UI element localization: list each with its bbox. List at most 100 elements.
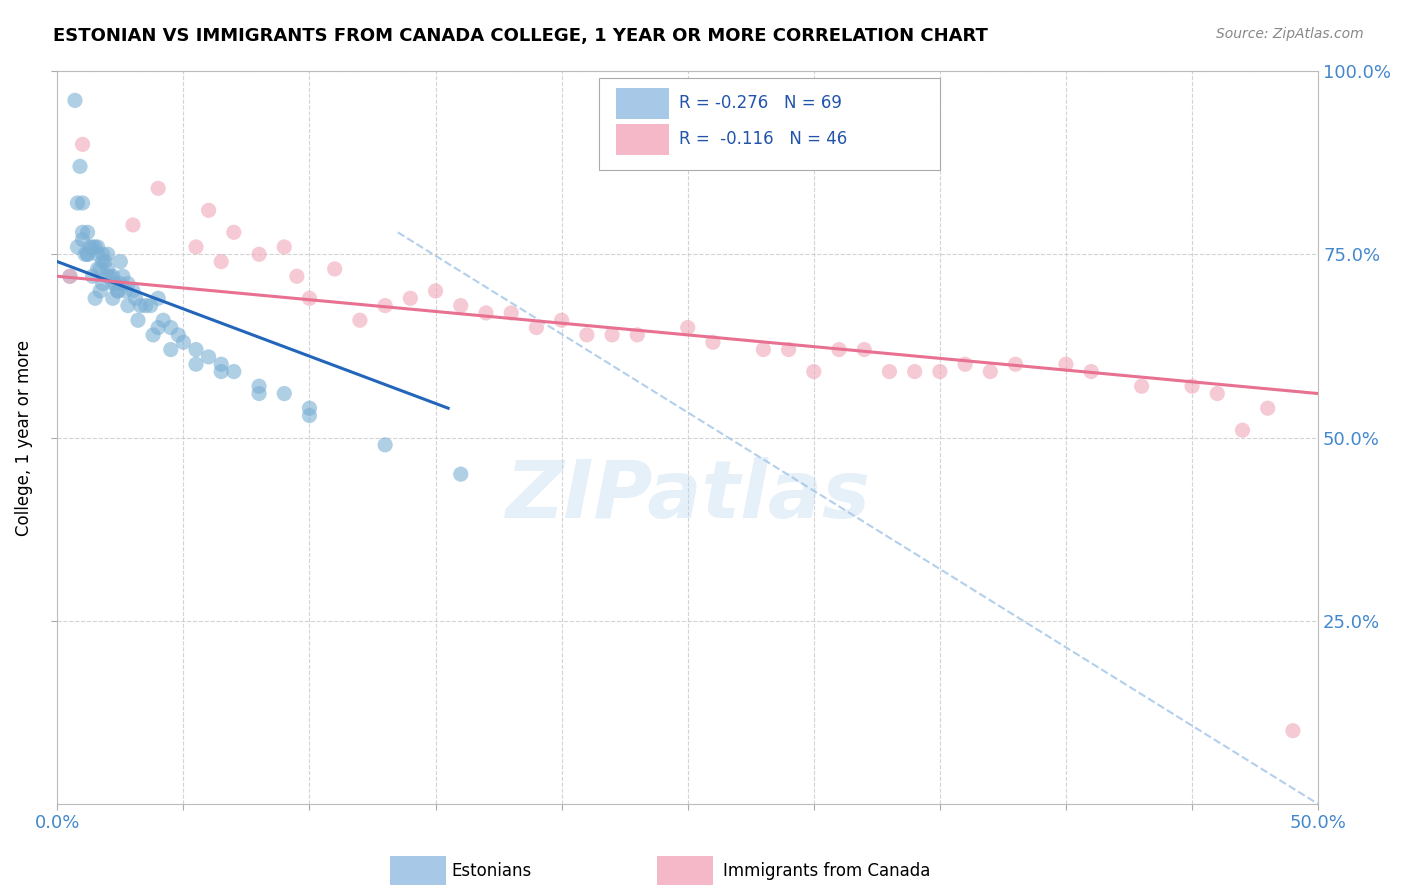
Point (298, 291, 321, 305)
Point (425, 284, 447, 298)
Point (1232, 423, 1254, 437)
Point (135, 299, 157, 313)
Point (110, 277, 132, 291)
Point (1054, 357, 1077, 371)
Point (124, 291, 146, 305)
Point (450, 299, 472, 313)
Point (626, 327, 648, 342)
Point (209, 254, 232, 268)
Point (676, 320, 699, 334)
Point (146, 291, 169, 305)
Point (501, 306, 523, 320)
Point (803, 365, 825, 379)
Point (1080, 365, 1102, 379)
Point (197, 350, 219, 364)
Point (184, 240, 207, 254)
Point (142, 327, 165, 342)
FancyBboxPatch shape (599, 78, 939, 170)
Point (928, 365, 950, 379)
Text: ESTONIAN VS IMMIGRANTS FROM CANADA COLLEGE, 1 YEAR OR MORE CORRELATION CHART: ESTONIAN VS IMMIGRANTS FROM CANADA COLLE… (53, 27, 988, 45)
Point (122, 218, 145, 232)
Y-axis label: College, 1 year or more: College, 1 year or more (15, 340, 32, 535)
Point (752, 343, 775, 357)
Point (146, 320, 169, 334)
Text: R =  -0.116   N = 46: R = -0.116 N = 46 (679, 130, 848, 148)
Point (89, 262, 111, 277)
Point (146, 181, 169, 195)
Point (247, 386, 270, 401)
Point (600, 327, 623, 342)
Point (69, 159, 91, 173)
Point (79, 240, 101, 254)
Point (550, 313, 572, 327)
Point (475, 306, 498, 320)
Point (91, 247, 114, 261)
Point (117, 299, 139, 313)
Point (59, 269, 82, 284)
Point (101, 277, 124, 291)
Point (209, 365, 232, 379)
Point (86, 262, 108, 277)
Point (63, 94, 86, 108)
Point (298, 401, 321, 416)
Point (184, 343, 207, 357)
Point (184, 357, 207, 371)
Point (76, 225, 98, 239)
Point (349, 313, 371, 327)
Point (139, 299, 162, 313)
Point (172, 335, 194, 350)
FancyBboxPatch shape (616, 88, 669, 119)
Point (209, 357, 232, 371)
Point (374, 438, 396, 452)
Point (76, 247, 98, 261)
FancyBboxPatch shape (389, 856, 446, 885)
Point (953, 357, 976, 371)
FancyBboxPatch shape (657, 856, 713, 885)
Point (84, 240, 107, 254)
Point (222, 365, 245, 379)
Point (84, 291, 107, 305)
Point (76, 247, 98, 261)
Point (101, 269, 124, 284)
Point (127, 313, 149, 327)
Point (273, 240, 295, 254)
Point (72, 196, 94, 211)
Point (702, 335, 724, 350)
Point (117, 277, 139, 291)
Text: Estonians: Estonians (451, 862, 531, 880)
Point (107, 284, 129, 298)
Point (853, 343, 876, 357)
Point (72, 225, 94, 239)
Point (89, 284, 111, 298)
Point (97, 269, 120, 284)
Point (247, 247, 270, 261)
Point (167, 327, 190, 342)
Point (122, 284, 145, 298)
Point (979, 365, 1001, 379)
Point (323, 262, 346, 277)
Point (72, 233, 94, 247)
Point (273, 386, 295, 401)
Point (91, 254, 114, 268)
Point (98, 269, 121, 284)
Point (879, 365, 901, 379)
Point (104, 277, 127, 291)
Point (129, 299, 152, 313)
Point (86, 247, 108, 261)
Point (110, 254, 132, 268)
Point (97, 247, 120, 261)
Point (285, 269, 308, 284)
Point (247, 379, 270, 393)
Point (159, 343, 181, 357)
Point (1282, 723, 1305, 738)
Point (298, 409, 321, 423)
Point (66, 240, 89, 254)
Point (1257, 401, 1279, 416)
Point (94, 254, 117, 268)
Point (101, 291, 124, 305)
Point (526, 320, 548, 334)
FancyBboxPatch shape (616, 124, 669, 155)
Point (152, 313, 174, 327)
Text: ZIPatlas: ZIPatlas (505, 458, 870, 535)
Point (904, 365, 927, 379)
